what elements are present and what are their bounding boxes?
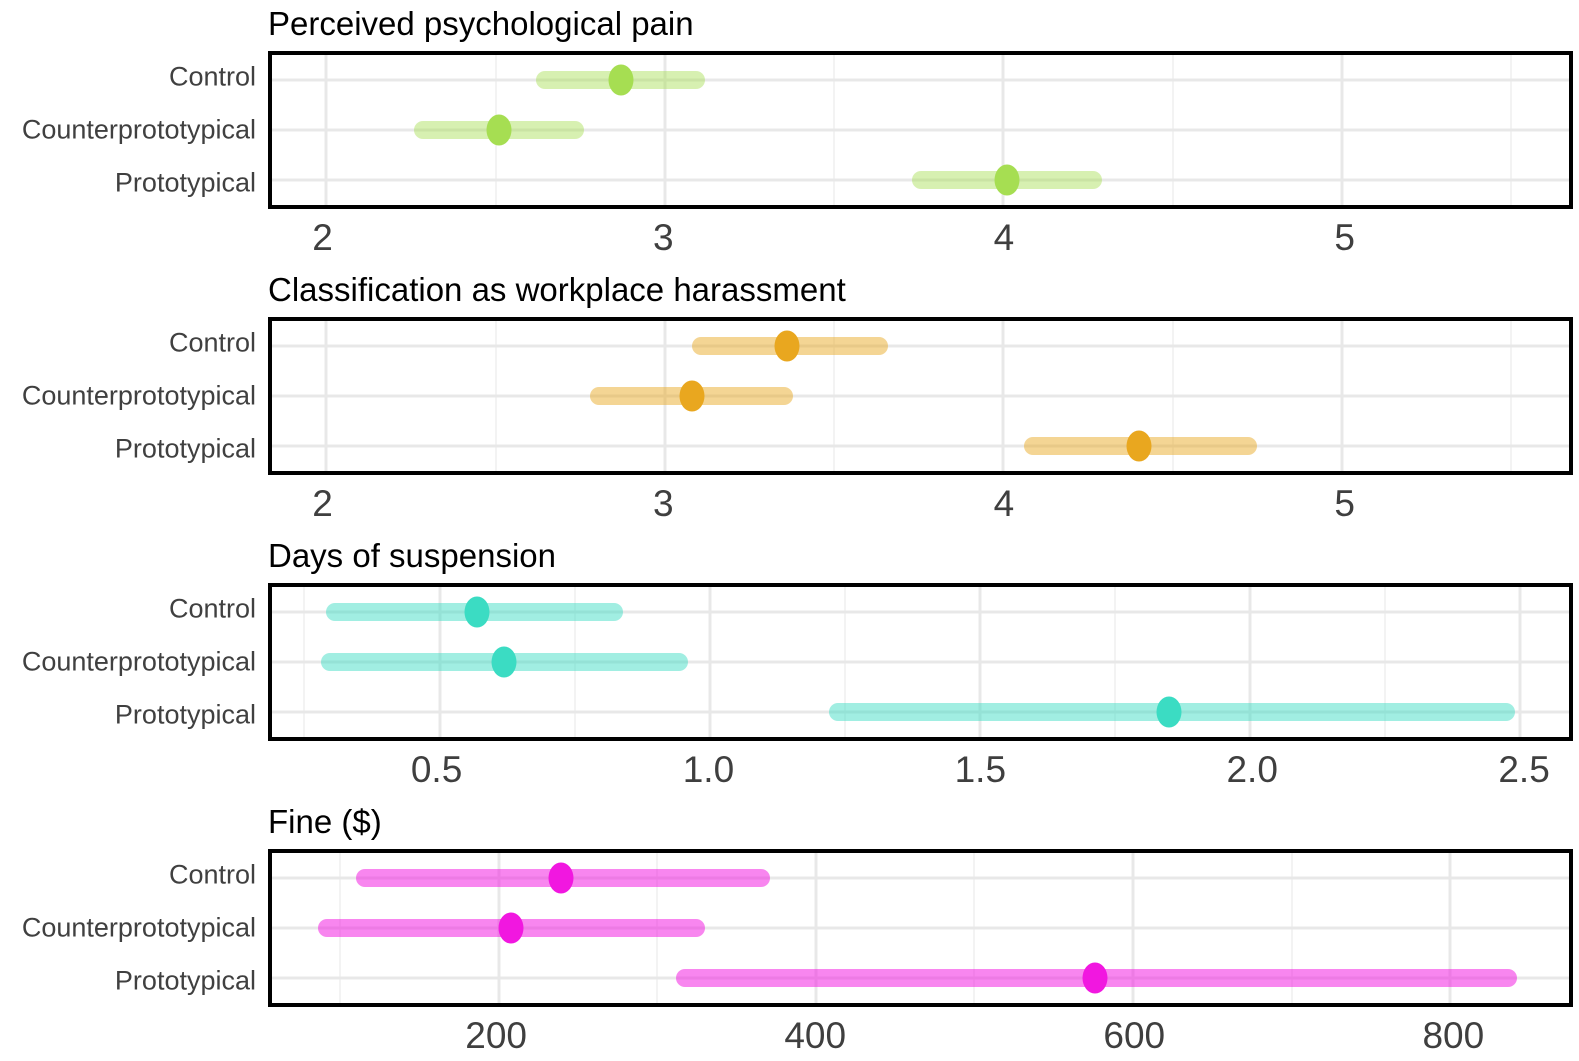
row-label-counterprototypical: Counterprototypical	[21, 380, 256, 411]
gridline-row	[272, 178, 1569, 182]
row-label-control: Control	[168, 61, 256, 92]
category-labels: Control Counterprototypical Prototypical	[0, 849, 268, 1007]
x-axis: 0.5 1.0 1.5 2.0 2.5	[268, 741, 1573, 791]
x-tick-5: 5	[1334, 483, 1355, 524]
point-estimate-prototypical	[1156, 696, 1182, 728]
x-tick-400: 400	[784, 1015, 847, 1056]
plot-column: 2 3 4 5	[268, 317, 1573, 525]
gridline-row	[272, 710, 1569, 714]
x-tick-1.0: 1.0	[682, 749, 735, 790]
x-tick-2: 2	[312, 217, 333, 258]
gridline-row	[272, 610, 1569, 614]
panel-title-3: Days of suspension	[268, 537, 556, 574]
plot-area	[268, 849, 1573, 1007]
x-axis: 2 3 4 5	[268, 209, 1573, 259]
panel-body: Control Counterprototypical Prototypical 2…	[0, 849, 1579, 1057]
gridline-row	[272, 926, 1569, 930]
panel-4: Fine ($) Control Counterprototypical Proto…	[0, 800, 1579, 1057]
row-label-prototypical: Prototypical	[114, 433, 256, 464]
point-estimate-prototypical	[1082, 962, 1108, 994]
x-tick-2.5: 2.5	[1498, 749, 1550, 790]
category-labels: Control Counterprototypical Prototypical	[0, 51, 268, 209]
x-tick-600: 600	[1103, 1015, 1166, 1056]
point-estimate-counterprototypical	[679, 380, 705, 412]
row-label-prototypical: Prototypical	[114, 167, 256, 198]
row-label-control: Control	[168, 327, 256, 358]
x-tick-200: 200	[465, 1015, 527, 1056]
panel-title-2: Classification as workplace harassment	[268, 271, 846, 308]
point-estimate-counterprototypical	[491, 646, 517, 678]
row-label-counterprototypical: Counterprototypical	[21, 912, 256, 943]
plot-area	[268, 51, 1573, 209]
point-estimate-prototypical	[994, 164, 1020, 196]
point-estimate-control	[464, 596, 490, 628]
panel-title-4: Fine ($)	[268, 803, 382, 840]
panel-2: Classification as workplace harassment C…	[0, 268, 1579, 525]
gridline-row	[272, 444, 1569, 448]
x-tick-4: 4	[993, 483, 1015, 524]
x-tick-800: 800	[1422, 1015, 1485, 1056]
x-tick-4: 4	[993, 217, 1015, 258]
gridline-row	[272, 78, 1569, 82]
category-labels: Control Counterprototypical Prototypical	[0, 317, 268, 475]
plot-column: 0.5 1.0 1.5 2.0 2.5	[268, 583, 1573, 791]
plot-area	[268, 317, 1573, 475]
panel-1: Perceived psychological pain Control Coun…	[0, 2, 1579, 259]
point-estimate-control	[548, 862, 574, 894]
x-tick-3: 3	[652, 217, 674, 258]
panel-title-1: Perceived psychological pain	[268, 5, 694, 42]
point-estimate-counterprototypical	[498, 912, 524, 944]
category-labels: Control Counterprototypical Prototypical	[0, 583, 268, 741]
point-estimate-prototypical	[1126, 430, 1152, 462]
plot-column: 200 400 600 800	[268, 849, 1573, 1057]
point-estimate-control	[608, 64, 634, 96]
row-label-control: Control	[168, 593, 256, 624]
row-label-counterprototypical: Counterprototypical	[21, 114, 256, 145]
plot-area	[268, 583, 1573, 741]
row-label-counterprototypical: Counterprototypical	[21, 646, 256, 677]
row-label-prototypical: Prototypical	[114, 699, 256, 730]
x-tick-1.5: 1.5	[954, 749, 1007, 790]
x-axis: 2 3 4 5	[268, 475, 1573, 525]
point-estimate-control	[774, 330, 800, 362]
gridline-row	[272, 394, 1569, 398]
x-tick-5: 5	[1334, 217, 1355, 258]
panel-3: Days of suspension Control Counterprototy…	[0, 534, 1579, 791]
x-tick-3: 3	[652, 483, 674, 524]
gridline-row	[272, 660, 1569, 664]
point-estimate-counterprototypical	[486, 114, 512, 146]
plot-column: 2 3 4 5	[268, 51, 1573, 259]
x-tick-2.0: 2.0	[1226, 749, 1278, 790]
row-label-prototypical: Prototypical	[114, 965, 256, 996]
panel-body: Control Counterprototypical Prototypical 0…	[0, 583, 1579, 791]
x-tick-2: 2	[312, 483, 333, 524]
gridline-row	[272, 344, 1569, 348]
panel-body: Control Counterprototypical Prototypical 2…	[0, 51, 1579, 259]
gridline-row	[272, 876, 1569, 880]
x-axis: 200 400 600 800	[268, 1007, 1573, 1057]
panel-body: Control Counterprototypical Prototypical 2…	[0, 317, 1579, 525]
x-tick-0.5: 0.5	[410, 749, 463, 790]
gridline-row	[272, 128, 1569, 132]
row-label-control: Control	[168, 859, 256, 890]
